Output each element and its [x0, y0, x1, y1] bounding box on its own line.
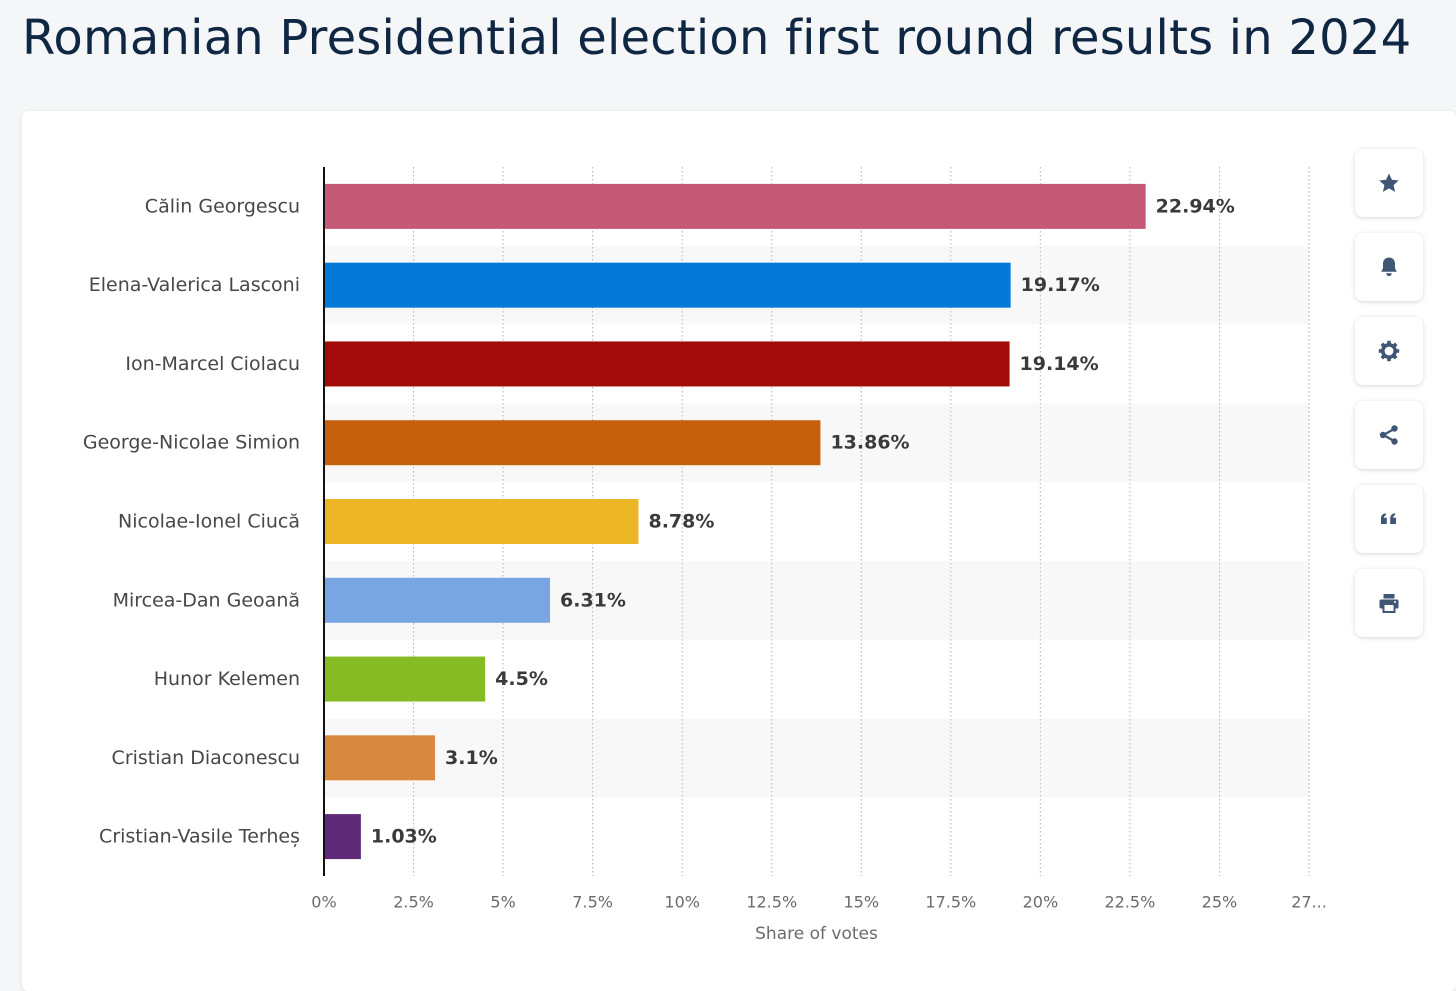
printer-icon: [1377, 591, 1401, 615]
x-tick-label: 22.5%: [1104, 893, 1155, 912]
category-label: Călin Georgescu: [145, 195, 300, 217]
x-tick-label: 5%: [490, 893, 515, 912]
x-tick-label: 0%: [311, 893, 336, 912]
cite-button[interactable]: [1355, 485, 1423, 553]
quote-icon: [1377, 507, 1401, 531]
x-tick-label: 7.5%: [572, 893, 613, 912]
data-label: 6.31%: [560, 589, 626, 611]
notify-button[interactable]: [1355, 233, 1423, 301]
x-axis-title: Share of votes: [755, 924, 878, 944]
category-label: George-Nicolae Simion: [83, 432, 300, 454]
settings-button[interactable]: [1355, 317, 1423, 385]
bar: [324, 183, 1146, 229]
x-tick-label: 17.5%: [925, 893, 976, 912]
data-label: 8.78%: [648, 511, 714, 533]
favorite-button[interactable]: [1355, 149, 1423, 217]
data-label: 22.94%: [1156, 195, 1235, 217]
bar-chart: Călin Georgescu 22.94% Elena-Valerica Lasc…: [83, 167, 1327, 944]
x-tick-label: 2.5%: [393, 893, 434, 912]
bar: [324, 656, 486, 702]
data-label: 4.5%: [495, 668, 548, 690]
bar: [324, 262, 1011, 308]
x-tick-label: 12.5%: [746, 893, 797, 912]
x-tick-label: 25%: [1202, 893, 1238, 912]
bar: [324, 420, 821, 466]
page-title: Romanian Presidential election first rou…: [22, 10, 1412, 66]
x-tick-label: 10%: [664, 893, 700, 912]
category-label: Nicolae-Ionel Ciucă: [118, 511, 300, 533]
data-label: 19.17%: [1021, 274, 1100, 296]
gear-icon: [1377, 339, 1401, 363]
print-button[interactable]: [1355, 569, 1423, 637]
bar: [324, 341, 1010, 387]
category-label: Cristian-Vasile Terheș: [99, 826, 300, 848]
category-label: Hunor Kelemen: [154, 668, 300, 690]
bell-icon: [1377, 255, 1401, 279]
bar: [324, 814, 361, 860]
share-button[interactable]: [1355, 401, 1423, 469]
x-tick-label: 15%: [843, 893, 879, 912]
data-label: 13.86%: [830, 432, 909, 454]
category-label: Elena-Valerica Lasconi: [89, 274, 300, 296]
bar: [324, 735, 436, 781]
x-tick-label: 20%: [1023, 893, 1059, 912]
category-label: Cristian Diaconescu: [112, 747, 300, 769]
star-icon: [1377, 171, 1401, 195]
data-label: 19.14%: [1020, 353, 1099, 375]
x-tick-label: 27...: [1291, 893, 1327, 912]
bar: [324, 499, 639, 544]
share-icon: [1377, 423, 1401, 447]
category-label: Mircea-Dan Geoană: [113, 589, 300, 611]
bar: [324, 577, 551, 623]
row-band: [324, 718, 1309, 798]
data-label: 1.03%: [371, 826, 437, 848]
data-label: 3.1%: [445, 747, 498, 769]
category-label: Ion-Marcel Ciolacu: [125, 353, 300, 375]
